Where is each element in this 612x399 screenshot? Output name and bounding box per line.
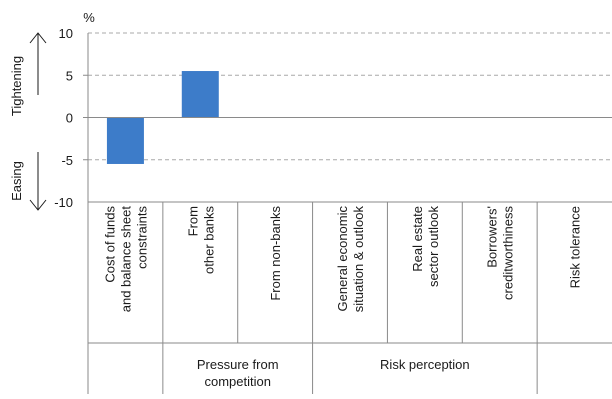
bar [181,71,219,118]
direction-arrows: Tightening Easing [9,32,47,211]
category-label: Borrowers' [485,206,500,268]
category-label: and balance sheet [118,206,133,313]
tightening-label: Tightening [9,56,24,116]
y-tick-label: 10 [59,26,73,41]
bar [106,117,144,164]
group-label: Risk perception [380,357,470,372]
category-labels: Cost of funds and balance sheet constraint… [102,206,582,313]
y-tick-label: -10 [54,195,73,210]
category-label: From [185,206,200,236]
group-label: Pressure from [197,357,279,372]
unit-label: % [83,10,95,25]
category-label: Real estate [410,206,425,272]
category-label: creditworthiness [501,206,516,300]
easing-label: Easing [9,161,24,201]
y-tick-label: -5 [61,153,73,168]
tightening-arrow-head [29,32,47,44]
category-label: situation & outlook [351,206,366,313]
category-label: constraints [134,206,149,269]
category-label: sector outlook [426,206,441,287]
axes [83,33,612,394]
category-label: Risk tolerance [568,206,583,288]
category-label: other banks [201,206,216,274]
group-label: competition [204,374,270,389]
y-tick-labels: 10 5 0 -5 -10 [54,26,73,210]
category-label: From non-banks [268,206,283,301]
y-tick-label: 5 [66,68,73,83]
group-labels: Pressure from competition Risk perception [197,357,470,389]
easing-arrow-head [29,199,47,211]
category-label: General economic [335,206,350,312]
bars [106,71,219,164]
y-tick-label: 0 [66,111,73,126]
category-label: Cost of funds [102,206,117,283]
